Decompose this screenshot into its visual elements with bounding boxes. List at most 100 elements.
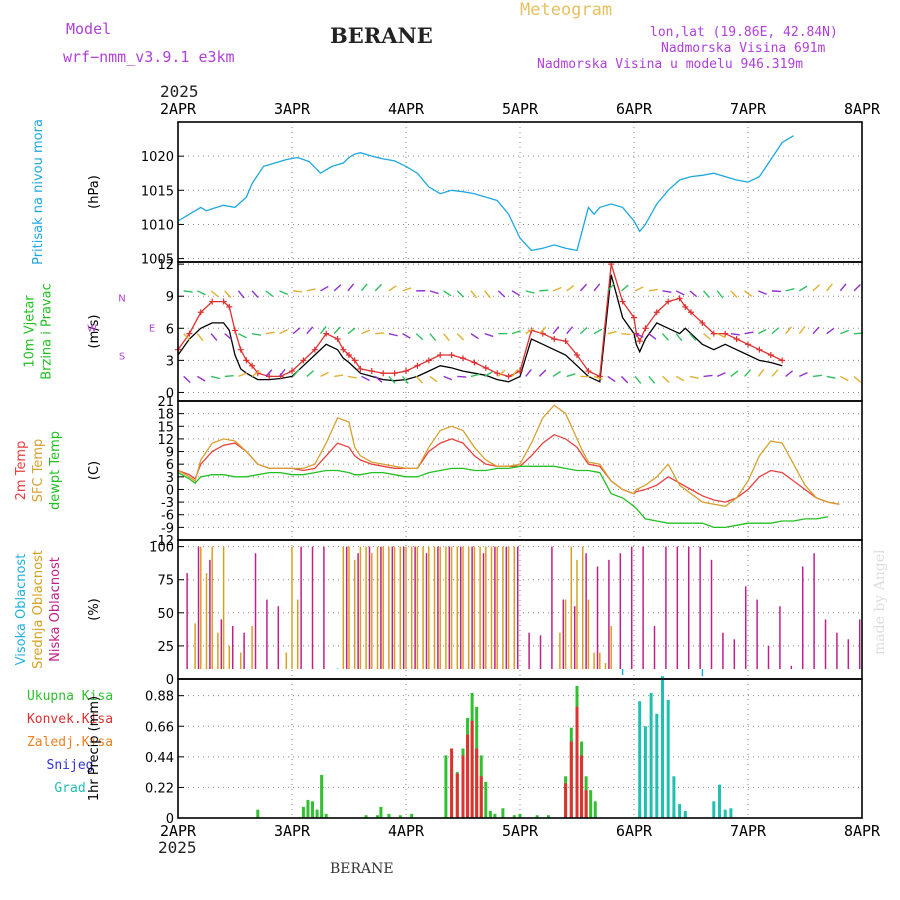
wind-barb xyxy=(443,290,452,297)
wind-barb xyxy=(621,332,631,336)
wind-barb xyxy=(511,369,519,377)
temperature-ytick-label: 21 xyxy=(157,395,174,410)
wind-obs-marker xyxy=(756,346,763,353)
wind-barb xyxy=(402,287,412,292)
precip-bar xyxy=(324,813,328,818)
precip-legend-1: Konvek.Kisa xyxy=(27,712,113,727)
wind-obs-marker xyxy=(636,338,643,345)
precip-bar xyxy=(518,813,522,818)
wind-barb xyxy=(197,375,206,382)
precip-unit: 1hr Precip (mm) xyxy=(87,696,102,801)
precip-bar xyxy=(311,801,315,818)
precip-bar xyxy=(712,801,716,818)
wind-barb xyxy=(333,284,342,292)
wind-obs-marker xyxy=(289,368,295,375)
wind-ylabel-1: Brzina i Pravac xyxy=(40,283,55,380)
wind-barb xyxy=(265,369,273,377)
wind-barb xyxy=(292,327,301,335)
wind-barb xyxy=(853,284,861,292)
wind-barb xyxy=(757,328,767,335)
wind-ytick-label: 12 xyxy=(157,258,174,273)
wind-obs-marker xyxy=(585,368,592,375)
precip-legend-0: Ukupna Kisa xyxy=(27,689,113,704)
wind-barb xyxy=(539,289,549,292)
wind-barb xyxy=(566,373,576,378)
precip-legend-2: Zaledj.Kisa xyxy=(27,735,113,750)
wind-barb xyxy=(306,370,315,377)
wind-barb xyxy=(812,284,820,292)
precip-bar xyxy=(455,773,459,818)
wind-barb xyxy=(757,290,767,295)
precip-bar xyxy=(461,755,465,818)
wind-barb xyxy=(224,333,233,341)
wind-barb xyxy=(306,288,316,292)
wind-barb xyxy=(634,375,642,384)
wind-barb xyxy=(183,375,191,384)
precip-bar xyxy=(649,692,653,818)
wind-barb xyxy=(662,375,670,383)
wind-barb xyxy=(347,283,355,292)
wind-barb xyxy=(265,331,275,335)
precip-bar xyxy=(387,813,391,818)
precip-bar xyxy=(466,734,470,818)
wind-barb xyxy=(306,326,314,335)
wind-barb xyxy=(812,374,822,378)
precip-bar xyxy=(678,804,682,818)
wind-barb xyxy=(456,333,465,341)
clouds-ytick-label: 0 xyxy=(166,673,174,688)
wind-barb xyxy=(470,333,479,340)
x-label-bottom: 3APR xyxy=(274,822,311,840)
precip-bar xyxy=(666,699,670,818)
wind-barb xyxy=(511,330,521,335)
wind-obs-marker xyxy=(682,303,689,310)
wind-barb xyxy=(840,375,849,382)
wind-obs-marker xyxy=(351,357,358,364)
wind-barb xyxy=(251,290,259,299)
wind-barb xyxy=(183,290,193,293)
wind-barb xyxy=(388,285,397,292)
coords-label: lon,lat (19.86E, 42.84N) xyxy=(650,25,838,40)
wind-barb xyxy=(360,283,368,292)
wind-barb xyxy=(415,375,423,384)
wind-barb xyxy=(525,368,532,377)
wind-barb xyxy=(293,290,303,293)
compass-N: N xyxy=(118,294,125,305)
wind-barb xyxy=(388,332,398,337)
wind-barb xyxy=(347,327,356,335)
precip-bar xyxy=(315,809,319,818)
wind-barb xyxy=(470,373,480,378)
wind-barb xyxy=(375,332,385,335)
precip-bar xyxy=(569,741,573,818)
clouds-unit: (%) xyxy=(87,598,102,621)
precip-bar xyxy=(593,801,597,818)
x-label-top: 2APR xyxy=(160,100,197,118)
wind-barb xyxy=(538,326,547,335)
wind-barb xyxy=(744,331,754,335)
precip-bar xyxy=(444,755,448,818)
precip-bar xyxy=(450,748,454,818)
wind-barb xyxy=(402,375,409,384)
wind-barb xyxy=(798,326,806,335)
model-elevation-label: Nadmorska Visina u modelu 946.319m xyxy=(537,57,804,72)
precip-bar xyxy=(564,783,568,818)
wind-barb xyxy=(757,368,765,377)
precip-bar xyxy=(479,776,483,818)
wind-barb xyxy=(593,283,601,292)
x-label-top: 3APR xyxy=(274,100,311,118)
wind-barb xyxy=(744,369,752,377)
wind-barb xyxy=(566,326,574,335)
wind-series-0 xyxy=(177,274,783,383)
wind-barb xyxy=(675,333,683,342)
temperature-ytick-label: 3 xyxy=(166,471,174,486)
wind-barb xyxy=(374,375,383,383)
wind-barb xyxy=(374,283,382,292)
wind-barb xyxy=(771,369,779,377)
wind-barb xyxy=(347,375,357,379)
wind-barb xyxy=(319,326,327,335)
wind-barb xyxy=(607,330,617,335)
wind-obs-marker xyxy=(186,330,193,337)
wind-barb xyxy=(853,375,862,383)
temperature-series-2 xyxy=(177,465,828,529)
pressure-ytick-label: 1015 xyxy=(141,184,174,199)
wind-barb xyxy=(661,333,670,341)
